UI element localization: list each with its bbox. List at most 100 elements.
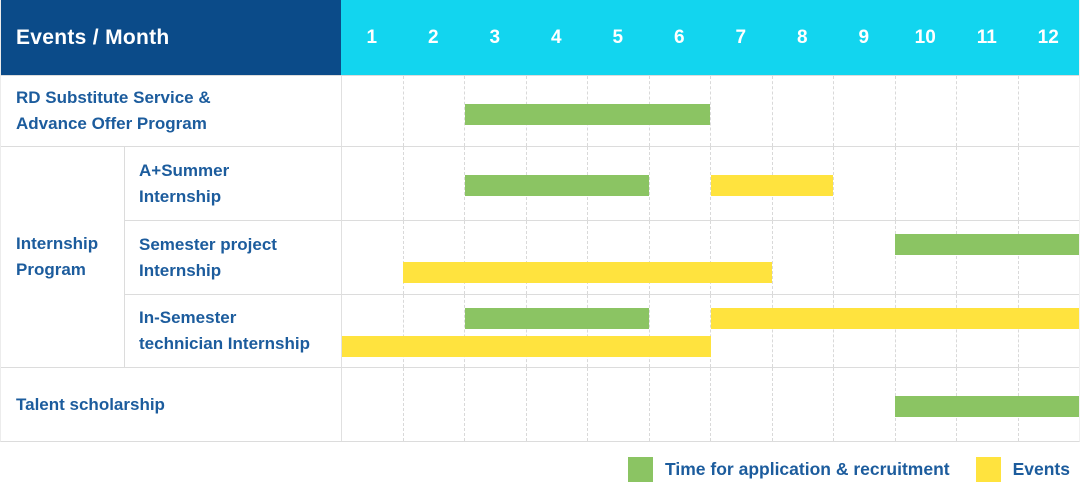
month-grid-cell bbox=[773, 221, 834, 294]
month-grid-cell bbox=[711, 368, 773, 441]
month-grid-cell bbox=[896, 295, 957, 367]
gantt-bar-event bbox=[342, 336, 711, 357]
month-grid-cell bbox=[834, 368, 896, 441]
gantt-bar-recruitment bbox=[894, 396, 1079, 417]
gantt-bar-event bbox=[710, 175, 834, 196]
month-header-cell: 6 bbox=[673, 26, 685, 48]
month-grid-cell bbox=[404, 295, 465, 367]
row-chart-area bbox=[341, 367, 1079, 441]
month-grid-cell bbox=[773, 76, 834, 146]
month-header-cell: 1 bbox=[366, 26, 378, 48]
month-header-cell: 4 bbox=[550, 26, 562, 48]
row-label-line: Advance Offer Program bbox=[16, 114, 207, 133]
month-grid-cell bbox=[527, 368, 588, 441]
legend-item-recruitment: Time for application & recruitment bbox=[628, 457, 950, 482]
gantt-bar-event bbox=[403, 262, 772, 283]
row-label: Talent scholarship bbox=[1, 367, 341, 441]
month-header-cell: 2 bbox=[427, 26, 439, 48]
month-grid-cell bbox=[773, 368, 834, 441]
legend: Time for application & recruitment Event… bbox=[0, 442, 1080, 482]
month-header-cell: 3 bbox=[489, 26, 501, 48]
month-grid-cell bbox=[650, 368, 711, 441]
row-label-line: RD Substitute Service & bbox=[16, 88, 211, 107]
month-grid-cell bbox=[834, 295, 896, 367]
month-grid-cell bbox=[527, 221, 588, 294]
legend-item-events: Events bbox=[975, 457, 1070, 482]
month-header-cell: 5 bbox=[612, 26, 624, 48]
month-grid-cell bbox=[404, 147, 465, 220]
month-grid-cell bbox=[773, 147, 834, 220]
month-grid-cell bbox=[957, 295, 1019, 367]
row-chart-area bbox=[341, 220, 1079, 294]
month-grid-cell bbox=[957, 76, 1019, 146]
month-grid-cell bbox=[465, 368, 527, 441]
month-header-cell: 11 bbox=[976, 26, 997, 48]
month-grid-cell bbox=[465, 295, 527, 367]
month-grid-cell bbox=[650, 147, 711, 220]
month-grid-cell bbox=[342, 295, 404, 367]
group-label-line: Internship bbox=[16, 234, 99, 253]
month-grid-cell bbox=[650, 221, 711, 294]
row-label-line: A+Summer bbox=[139, 160, 230, 180]
gantt-bar-recruitment bbox=[464, 175, 650, 196]
month-grid-cell bbox=[650, 76, 711, 146]
month-header-cell: 7 bbox=[735, 26, 747, 48]
row-label-line: Semester project bbox=[139, 234, 277, 254]
row-label-line: In-Semester bbox=[139, 308, 237, 327]
month-grid bbox=[342, 221, 1079, 294]
month-grid-cell bbox=[588, 295, 650, 367]
gantt-bar-recruitment bbox=[894, 234, 1079, 255]
month-grid-cell bbox=[1019, 76, 1080, 146]
month-grid-cell bbox=[834, 76, 896, 146]
table-header-title: Events / Month bbox=[1, 0, 341, 75]
row-label-line: Internship bbox=[139, 186, 222, 206]
row-label: In-Semester technician Internship bbox=[125, 294, 341, 367]
month-grid-cell bbox=[834, 221, 896, 294]
month-grid-cell bbox=[588, 368, 650, 441]
month-grid-cell bbox=[342, 368, 404, 441]
month-grid-cell bbox=[404, 368, 465, 441]
month-header-cell: 12 bbox=[1037, 26, 1059, 48]
group-label: Internship Program bbox=[1, 146, 125, 367]
month-grid-cell bbox=[957, 221, 1019, 294]
legend-swatch-recruitment bbox=[628, 457, 654, 482]
month-grid-cell bbox=[1019, 147, 1080, 220]
legend-label-events: Events bbox=[1012, 459, 1070, 479]
month-grid-cell bbox=[1019, 221, 1080, 294]
row-label-line: Internship bbox=[139, 260, 222, 280]
gantt-bar-recruitment bbox=[464, 308, 650, 329]
month-grid-cell bbox=[650, 295, 711, 367]
month-grid-cell bbox=[404, 76, 465, 146]
month-grid-cell bbox=[711, 76, 773, 146]
month-grid-cell bbox=[588, 221, 650, 294]
month-grid-cell bbox=[404, 221, 465, 294]
month-grid bbox=[342, 295, 1079, 367]
legend-swatch-events bbox=[975, 457, 1001, 482]
month-grid bbox=[342, 76, 1079, 146]
month-grid-cell bbox=[711, 295, 773, 367]
month-grid-cell bbox=[342, 76, 404, 146]
legend-label-recruitment: Time for application & recruitment bbox=[665, 459, 950, 479]
row-chart-area bbox=[341, 146, 1079, 220]
month-header-cell: 8 bbox=[796, 26, 808, 48]
row-chart-area bbox=[341, 75, 1079, 146]
month-grid-cell bbox=[711, 221, 773, 294]
month-grid-cell bbox=[773, 295, 834, 367]
month-grid-cell bbox=[957, 147, 1019, 220]
month-header-row: 1 2 3 4 5 6 7 8 9 10 11 12 bbox=[341, 0, 1079, 75]
month-header-cell: 9 bbox=[858, 26, 870, 48]
gantt-table: Events / Month 1 2 3 4 5 6 7 8 9 10 11 12 RD Substi… bbox=[0, 0, 1080, 442]
group-label-line: Program bbox=[16, 260, 86, 279]
month-grid-cell bbox=[465, 221, 527, 294]
row-chart-area bbox=[341, 294, 1079, 367]
row-label: Semester project Internship bbox=[125, 220, 341, 294]
month-grid-cell bbox=[896, 221, 957, 294]
gantt-bar-recruitment bbox=[464, 104, 711, 125]
month-grid-cell bbox=[834, 147, 896, 220]
month-grid-cell bbox=[896, 76, 957, 146]
row-label: A+Summer Internship bbox=[125, 146, 341, 220]
month-grid-cell bbox=[342, 221, 404, 294]
month-grid-cell bbox=[342, 147, 404, 220]
row-label: RD Substitute Service & Advance Offer Pro… bbox=[1, 75, 341, 146]
month-grid-cell bbox=[1019, 295, 1080, 367]
